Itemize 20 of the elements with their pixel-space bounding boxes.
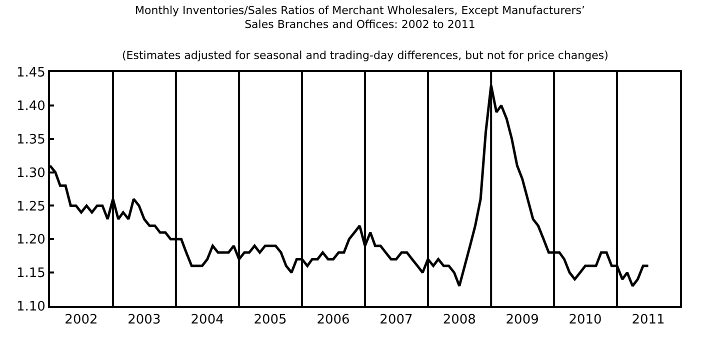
x-tick-label: 2006	[316, 312, 350, 328]
y-tick-label: 1.15	[16, 266, 46, 282]
x-tick-label: 2009	[506, 312, 539, 328]
x-tick-label: 2004	[190, 312, 224, 328]
chart-title: Monthly Inventories/Sales Ratios of Merchant Wholesalers, Except Manufacturers’ Sales Branches and Offices: 2002 to 2011	[135, 4, 585, 32]
x-tick-label: 2010	[568, 312, 602, 328]
y-tick-label: 1.35	[16, 132, 46, 148]
y-tick-label: 1.20	[16, 232, 46, 248]
x-tick-label: 2002	[64, 312, 98, 328]
x-tick-label: 2007	[380, 312, 413, 328]
chart-subtitle: (Estimates adjusted for seasonal and trading-day differences, but not for price changes)	[122, 49, 608, 62]
y-tick-label: 1.10	[16, 300, 46, 315]
x-tick-label: 2003	[128, 312, 161, 328]
y-tick-label: 1.40	[16, 98, 46, 114]
x-tick-label: 2008	[442, 312, 476, 328]
x-tick-label: 2011	[632, 312, 665, 328]
y-tick-label: 1.30	[16, 166, 46, 181]
x-tick-label: 2005	[254, 312, 287, 328]
y-tick-label: 1.25	[16, 199, 46, 214]
y-tick-label: 1.45	[16, 66, 46, 81]
